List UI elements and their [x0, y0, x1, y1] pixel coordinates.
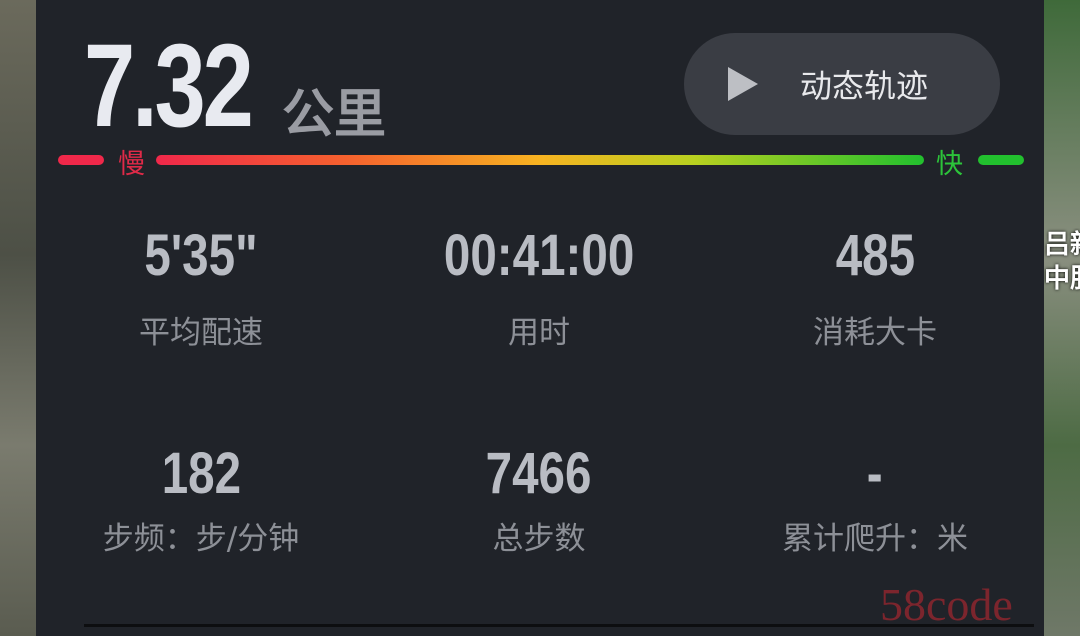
divider	[84, 624, 1034, 627]
stat-elevation-gain: - 累计爬升：米	[710, 440, 1040, 558]
stat-duration: 00:41:00 用时	[374, 222, 704, 352]
stat-label: 用时	[508, 315, 570, 351]
pace-fast-label: 快	[936, 149, 963, 180]
stat-avg-pace: 5'35" 平均配速	[36, 222, 366, 352]
stat-total-steps: 7466 总步数	[374, 440, 704, 558]
pace-slow-label: 慢	[118, 149, 145, 180]
stat-label: 消耗大卡	[813, 315, 937, 351]
stat-label: 步频：步/分钟	[102, 521, 300, 557]
background-text: 吕新中服	[1044, 230, 1080, 294]
stat-value: 5'35"	[144, 223, 258, 288]
stat-value: 182	[161, 441, 241, 506]
background-map-right	[1044, 0, 1080, 636]
pace-bar-fast-segment	[978, 155, 1024, 165]
play-icon	[728, 67, 758, 101]
distance-unit: 公里	[282, 85, 387, 145]
stat-label: 累计爬升：米	[782, 521, 968, 557]
stat-calories: 485 消耗大卡	[710, 222, 1040, 352]
dynamic-track-label: 动态轨迹	[800, 67, 929, 105]
stat-label: 总步数	[492, 521, 586, 557]
stat-value: 7466	[486, 441, 592, 506]
dynamic-track-button[interactable]: 动态轨迹	[684, 33, 1000, 135]
watermark: 58code	[880, 579, 1013, 630]
pace-gradient-bar	[156, 155, 924, 165]
distance-value: 7.32	[84, 20, 254, 152]
background-map-left	[0, 0, 36, 636]
pace-bar-slow-segment	[58, 155, 104, 165]
stat-cadence: 182 步频：步/分钟	[36, 440, 366, 558]
stat-value: -	[867, 441, 883, 506]
stat-label: 平均配速	[139, 315, 263, 351]
stat-value: 00:41:00	[443, 223, 635, 288]
stat-value: 485	[835, 223, 915, 288]
run-summary-panel: 7.32 公里 动态轨迹 慢 快 5'35" 平均配速 00:41:00 用时 48…	[36, 0, 1044, 636]
